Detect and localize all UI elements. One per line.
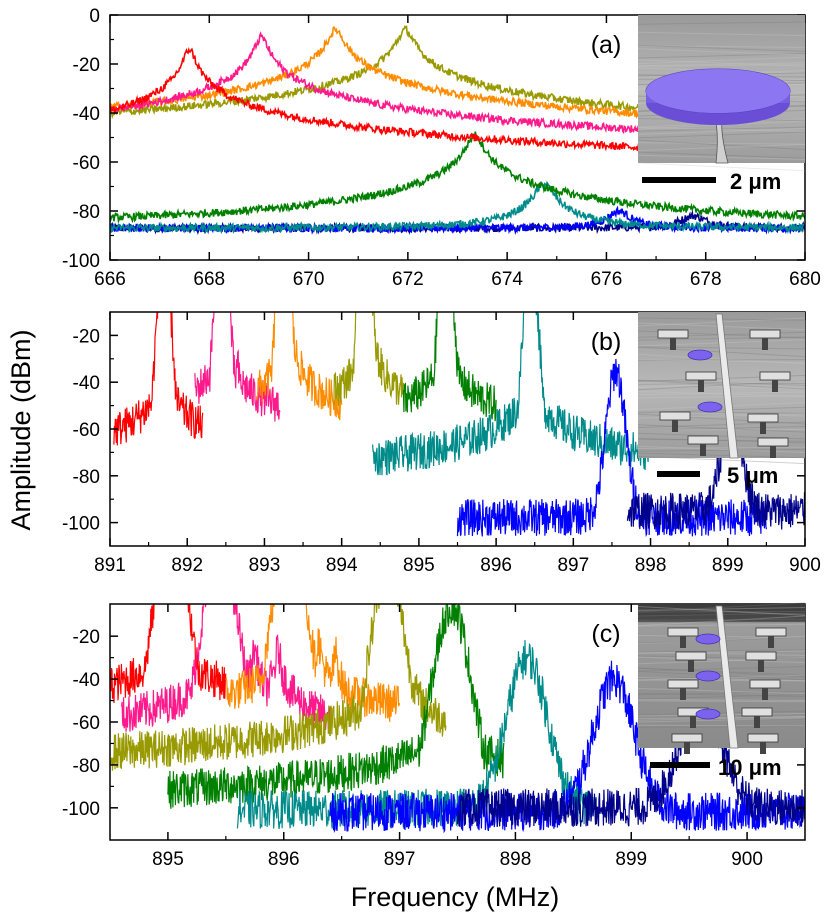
y-tick-label: -40 bbox=[73, 104, 100, 125]
x-tick-label: 896 bbox=[268, 849, 300, 870]
y-tick-label: 0 bbox=[89, 6, 100, 27]
y-tick-label: -60 bbox=[73, 153, 100, 174]
series-teal bbox=[110, 180, 805, 235]
y-tick-label: -40 bbox=[73, 373, 100, 394]
x-tick-label: 896 bbox=[480, 555, 512, 576]
series-green bbox=[402, 312, 497, 422]
x-tick-label: 897 bbox=[557, 555, 589, 576]
x-tick-label: 668 bbox=[193, 269, 225, 290]
x-tick-label: 676 bbox=[591, 269, 623, 290]
panel-c: 895 896 897 898 899 900 -20 -40 -60 -80 -100 (c) 10 … bbox=[62, 602, 806, 870]
x-tick-label: 894 bbox=[326, 555, 358, 576]
scale-bar-label: 10 μm bbox=[718, 755, 782, 780]
plot-area bbox=[110, 604, 805, 834]
y-tick-label: -60 bbox=[73, 713, 100, 734]
x-tick-label: 892 bbox=[171, 555, 203, 576]
y-tick-label: -80 bbox=[73, 467, 100, 488]
x-tick-label: 898 bbox=[635, 555, 667, 576]
series-navy bbox=[110, 209, 805, 236]
series-olive bbox=[333, 312, 404, 406]
panel-label: (a) bbox=[591, 31, 622, 59]
series-red bbox=[110, 604, 227, 704]
x-tick-label: 680 bbox=[789, 269, 821, 290]
scale-bar-label: 5 μm bbox=[727, 463, 778, 488]
scale-bar-label: 2 μm bbox=[730, 169, 781, 194]
series-pink bbox=[121, 604, 331, 734]
series-navy bbox=[456, 678, 805, 828]
x-tick-label: 893 bbox=[249, 555, 281, 576]
y-tick-label: -20 bbox=[73, 627, 100, 648]
series-green bbox=[110, 131, 805, 224]
series-blue bbox=[456, 358, 767, 537]
y-tick-label: -20 bbox=[73, 326, 100, 347]
series-red bbox=[113, 312, 204, 446]
x-tick-label: 672 bbox=[392, 269, 424, 290]
y-tick-label: -80 bbox=[73, 202, 100, 223]
y-tick-label: -20 bbox=[73, 55, 100, 76]
sem-inset-image bbox=[637, 602, 806, 754]
y-tick-label: -80 bbox=[73, 756, 100, 777]
x-tick-label: 900 bbox=[731, 849, 763, 870]
x-axis-title: Frequency (MHz) bbox=[351, 882, 560, 912]
panel-a: 666 668 670 672 674 676 678 680 0 -20 -40 -60 -80 -10… bbox=[62, 6, 821, 290]
x-tick-label: 666 bbox=[94, 269, 126, 290]
panel-b: 891 892 893 894 895 896 897 898 899 900 -20 -40 -60 -… bbox=[62, 311, 821, 576]
x-tick-label: 897 bbox=[384, 849, 416, 870]
y-axis-title: Amplitude (dBm) bbox=[6, 329, 36, 530]
series-orange bbox=[225, 604, 401, 722]
x-tick-label: 895 bbox=[403, 555, 435, 576]
panel-label: (c) bbox=[591, 620, 620, 648]
series-navy bbox=[626, 389, 805, 531]
x-tick-label: 670 bbox=[293, 269, 325, 290]
y-tick-label: -100 bbox=[62, 514, 100, 535]
plot-area bbox=[113, 312, 805, 537]
x-tick-label: 678 bbox=[690, 269, 722, 290]
y-tick-label: -100 bbox=[62, 799, 100, 820]
y-tick-label: -100 bbox=[62, 251, 100, 272]
x-tick-label: 899 bbox=[712, 555, 744, 576]
series-pink bbox=[194, 312, 281, 422]
series-green bbox=[167, 604, 505, 809]
x-tick-label: 891 bbox=[94, 555, 126, 576]
x-tick-label: 898 bbox=[500, 849, 532, 870]
sem-inset-image bbox=[637, 312, 806, 465]
sem-inset-image bbox=[637, 15, 806, 172]
x-tick-label: 900 bbox=[789, 555, 821, 576]
series-orange bbox=[256, 312, 343, 421]
plot-area bbox=[110, 24, 805, 236]
x-tick-label: 899 bbox=[615, 849, 647, 870]
y-tick-label: -60 bbox=[73, 420, 100, 441]
panel-label: (b) bbox=[591, 328, 622, 356]
y-tick-label: -40 bbox=[73, 670, 100, 691]
x-tick-label: 674 bbox=[491, 269, 523, 290]
x-tick-label: 895 bbox=[152, 849, 184, 870]
series-olive bbox=[110, 604, 447, 771]
